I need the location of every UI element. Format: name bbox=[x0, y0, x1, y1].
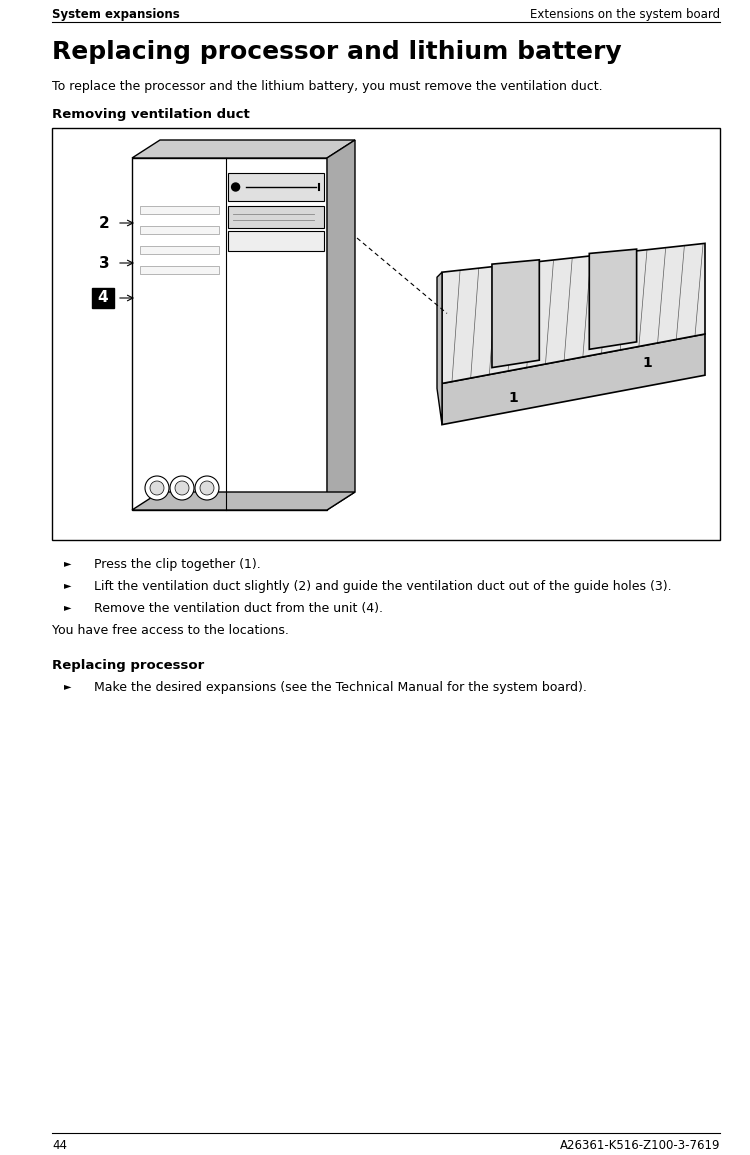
Polygon shape bbox=[442, 334, 705, 425]
Circle shape bbox=[195, 476, 219, 500]
Text: 4: 4 bbox=[98, 291, 108, 306]
Text: Remove the ventilation duct from the unit (4).: Remove the ventilation duct from the uni… bbox=[94, 602, 383, 614]
Bar bbox=[52, 128, 720, 541]
Text: 44: 44 bbox=[52, 1139, 67, 1152]
Text: Removing ventilation duct: Removing ventilation duct bbox=[52, 109, 250, 121]
Text: ►: ► bbox=[64, 558, 71, 568]
Text: To replace the processor and the lithium battery, you must remove the ventilatio: To replace the processor and the lithium… bbox=[52, 80, 603, 94]
Text: 1: 1 bbox=[509, 392, 518, 405]
Text: Press the clip together (1).: Press the clip together (1). bbox=[94, 558, 261, 571]
Text: 2: 2 bbox=[99, 216, 109, 231]
Text: You have free access to the locations.: You have free access to the locations. bbox=[52, 624, 289, 638]
Text: Make the desired expansions (see the Technical Manual for the system board).: Make the desired expansions (see the Tec… bbox=[94, 681, 586, 694]
Circle shape bbox=[145, 476, 169, 500]
Polygon shape bbox=[132, 492, 355, 511]
Text: A26361-K516-Z100-3-7619: A26361-K516-Z100-3-7619 bbox=[560, 1139, 720, 1152]
Polygon shape bbox=[327, 140, 355, 511]
Bar bbox=[227, 206, 324, 228]
Text: System expansions: System expansions bbox=[52, 8, 180, 21]
Circle shape bbox=[170, 476, 194, 500]
Bar bbox=[132, 158, 327, 511]
Bar bbox=[227, 231, 324, 251]
Text: ►: ► bbox=[64, 602, 71, 612]
Circle shape bbox=[150, 480, 164, 495]
Bar bbox=[140, 226, 218, 234]
Text: Lift the ventilation duct slightly (2) and guide the ventilation duct out of the: Lift the ventilation duct slightly (2) a… bbox=[94, 580, 672, 593]
Text: 1: 1 bbox=[642, 356, 652, 370]
Polygon shape bbox=[442, 244, 705, 383]
Circle shape bbox=[175, 480, 189, 495]
Text: ►: ► bbox=[64, 681, 71, 691]
Polygon shape bbox=[492, 260, 539, 367]
Text: Extensions on the system board: Extensions on the system board bbox=[530, 8, 720, 21]
FancyBboxPatch shape bbox=[92, 288, 114, 308]
Bar bbox=[227, 173, 324, 201]
Text: ►: ► bbox=[64, 580, 71, 590]
Polygon shape bbox=[132, 140, 355, 158]
Text: Replacing processor and lithium battery: Replacing processor and lithium battery bbox=[52, 40, 622, 64]
Text: 3: 3 bbox=[99, 255, 109, 270]
Polygon shape bbox=[590, 249, 637, 349]
Bar bbox=[140, 266, 218, 274]
Text: Replacing processor: Replacing processor bbox=[52, 660, 204, 672]
Bar bbox=[140, 246, 218, 254]
Circle shape bbox=[200, 480, 214, 495]
Bar bbox=[140, 206, 218, 214]
Polygon shape bbox=[437, 273, 442, 425]
Circle shape bbox=[232, 182, 239, 191]
